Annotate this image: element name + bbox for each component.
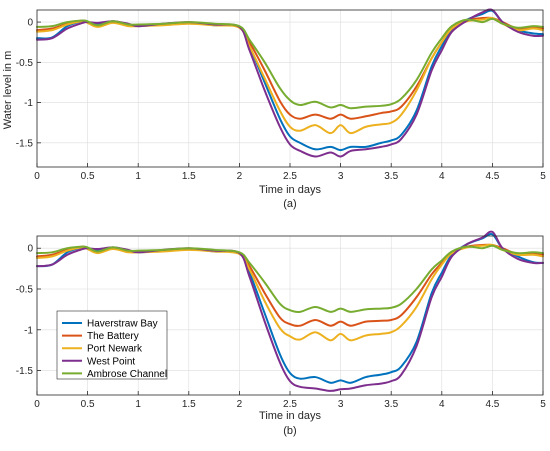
x-tick-label: 4.5	[485, 399, 499, 410]
panel-label: (a)	[283, 198, 296, 210]
panel-b: 0 0.5 1 1.5 2 2.5 3 3.5 4 4.5 5 0 -0.5 -1 -1.5 Time in…	[16, 230, 546, 437]
x-axis-title: Time in days	[259, 184, 321, 196]
x-tick-label: 1.5	[182, 171, 196, 182]
y-tick-label: -1	[24, 325, 33, 336]
x-tick-label: 5	[540, 171, 546, 182]
y-tick-label: -0.5	[16, 58, 34, 69]
y-axis-title: Water level in m	[2, 51, 14, 129]
x-tick-label: 0.5	[81, 399, 95, 410]
panel-a: 0 0.5 1 1.5 2 2.5 3 3.5 4 4.5 5 0 -0.5 -1 -1.5 Time in…	[2, 8, 546, 210]
legend-label-port-newark: Port Newark	[87, 344, 143, 355]
y-tick-label: -1.5	[16, 366, 34, 377]
x-tick-label: 5	[540, 399, 546, 410]
x-tick-label: 3	[338, 399, 344, 410]
x-tick-label: 0	[34, 399, 40, 410]
x-tick-label: 0.5	[81, 171, 95, 182]
legend-label-west-point: West Point	[87, 356, 135, 367]
y-tick-label: -0.5	[16, 285, 34, 296]
legend-label-haverstraw-bay: Haverstraw Bay	[87, 319, 158, 330]
y-tick-label: -1.5	[16, 138, 34, 149]
x-tick-label: 2.5	[283, 171, 297, 182]
legend-label-the-battery: The Battery	[87, 331, 139, 342]
x-tick-label: 4	[439, 399, 445, 410]
x-tick-label: 2.5	[283, 399, 297, 410]
x-tick-label: 0	[34, 171, 40, 182]
x-tick-label: 4.5	[485, 171, 499, 182]
series-line-ambrose-channel	[36, 17, 544, 110]
legend-label-ambrose-channel: Ambrose Channel	[87, 369, 167, 380]
x-tick-label: 1.5	[182, 399, 196, 410]
x-tick-label: 4	[439, 171, 445, 182]
x-tick-label: 3.5	[384, 399, 398, 410]
x-tick-label: 2	[237, 171, 243, 182]
x-axis-title: Time in days	[259, 410, 321, 422]
y-tick-label: 0	[27, 18, 33, 29]
x-tick-label: 1	[135, 399, 141, 410]
y-tick-label: -1	[24, 98, 33, 109]
series-line-ambrose-channel	[36, 244, 544, 313]
panel-label: (b)	[283, 425, 296, 437]
x-tick-label: 3	[338, 171, 344, 182]
x-tick-label: 1	[135, 171, 141, 182]
y-tick-label: 0	[27, 244, 33, 255]
x-tick-label: 2	[237, 399, 243, 410]
x-tick-label: 3.5	[384, 171, 398, 182]
